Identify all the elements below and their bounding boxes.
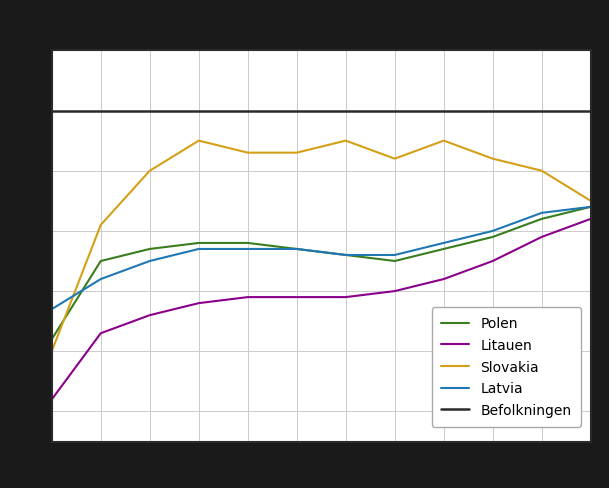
Slovakia [489,157,496,163]
Latvia [293,246,300,252]
Latvia [489,228,496,234]
Befolkningen [195,108,202,114]
Slovakia [195,139,202,144]
Slovakia [587,199,594,204]
Polen [195,241,202,246]
Befolkningen [489,108,496,114]
Litauen [587,217,594,223]
Befolkningen [342,108,350,114]
Litauen [48,397,55,403]
Latvia [146,259,153,264]
Polen [293,246,300,252]
Polen [538,217,546,223]
Slovakia [293,150,300,156]
Line: Litauen: Litauen [52,220,591,400]
Befolkningen [146,108,153,114]
Latvia [195,246,202,252]
Slovakia [538,168,546,174]
Befolkningen [48,108,55,114]
Befolkningen [587,108,594,114]
Slovakia [146,168,153,174]
Line: Latvia: Latvia [52,207,591,309]
Polen [244,241,252,246]
Befolkningen [391,108,398,114]
Polen [97,259,104,264]
Litauen [489,259,496,264]
Litauen [146,313,153,319]
Polen [587,204,594,210]
Latvia [587,204,594,210]
Polen [342,252,350,258]
Litauen [97,330,104,336]
Litauen [538,235,546,241]
Befolkningen [97,108,104,114]
Litauen [342,295,350,301]
Latvia [538,210,546,216]
Polen [440,246,448,252]
Latvia [97,277,104,283]
Slovakia [97,223,104,228]
Latvia [440,241,448,246]
Polen [391,259,398,264]
Slovakia [48,348,55,354]
Legend: Polen, Litauen, Slovakia, Latvia, Befolkningen: Polen, Litauen, Slovakia, Latvia, Befolk… [432,307,581,427]
Litauen [244,295,252,301]
Latvia [244,246,252,252]
Polen [489,235,496,241]
Latvia [391,252,398,258]
Befolkningen [538,108,546,114]
Line: Polen: Polen [52,207,591,340]
Befolkningen [244,108,252,114]
Litauen [440,277,448,283]
Latvia [48,306,55,312]
Polen [48,337,55,343]
Slovakia [391,157,398,163]
Line: Slovakia: Slovakia [52,142,591,351]
Slovakia [440,139,448,144]
Litauen [293,295,300,301]
Polen [146,246,153,252]
Latvia [342,252,350,258]
Slovakia [342,139,350,144]
Litauen [391,288,398,294]
Befolkningen [440,108,448,114]
Slovakia [244,150,252,156]
Befolkningen [293,108,300,114]
Litauen [195,301,202,306]
